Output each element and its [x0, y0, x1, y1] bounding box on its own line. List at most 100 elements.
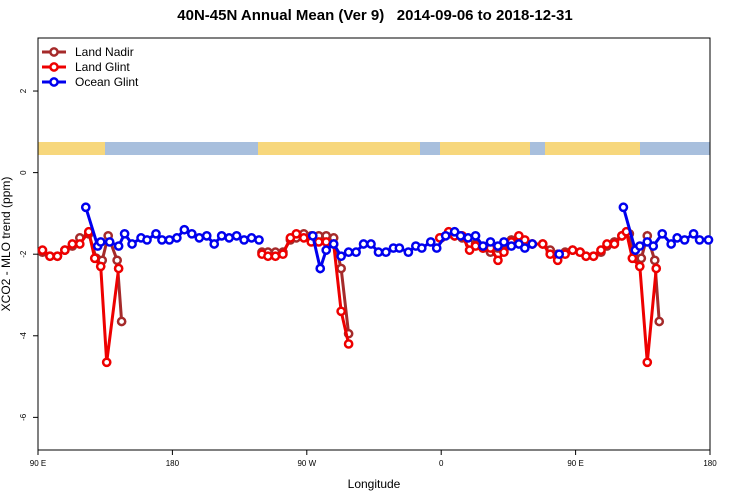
- data-point: [142, 235, 152, 245]
- data-point: [499, 237, 509, 247]
- data-point: [567, 245, 578, 255]
- data-point: [499, 247, 509, 258]
- data-point: [328, 239, 339, 249]
- data-point: [366, 239, 376, 249]
- land-band: [38, 142, 105, 155]
- data-point: [80, 202, 91, 213]
- data-point: [596, 245, 606, 255]
- data-point: [112, 255, 122, 266]
- data-point: [358, 239, 369, 249]
- data-point: [45, 251, 55, 262]
- x-tick-label: 0: [439, 459, 444, 468]
- data-point: [581, 251, 591, 262]
- data-point: [113, 263, 124, 274]
- data-point: [672, 233, 682, 243]
- data-point: [425, 237, 436, 247]
- legend-label: Land Nadir: [75, 45, 134, 59]
- data-point: [440, 230, 451, 241]
- land-mask-strip: [38, 142, 710, 155]
- data-point: [231, 230, 242, 241]
- data-point: [651, 263, 662, 274]
- data-point: [463, 233, 473, 243]
- data-point: [416, 243, 427, 253]
- data-point: [506, 241, 517, 251]
- data-point: [95, 237, 106, 247]
- data-point: [246, 233, 257, 243]
- data-point: [618, 202, 629, 213]
- data-point: [321, 237, 332, 247]
- land-band: [258, 142, 420, 155]
- data-point: [351, 247, 361, 258]
- data-point: [609, 239, 620, 249]
- data-point: [239, 235, 249, 245]
- x-tick-label: 90 E: [567, 459, 583, 468]
- y-axis-label: XCO2 - MLO trend (ppm): [0, 177, 13, 312]
- data-point: [179, 224, 190, 235]
- data-point: [688, 228, 699, 239]
- data-point: [116, 316, 127, 327]
- legend-label: Ocean Glint: [75, 75, 139, 89]
- data-point: [278, 249, 288, 260]
- data-point: [679, 235, 690, 245]
- y-tick-label: -2: [19, 250, 28, 258]
- data-point: [588, 251, 599, 262]
- land-band: [440, 142, 530, 155]
- data-point: [216, 230, 227, 241]
- data-point: [201, 230, 212, 241]
- chart-title: 40N-45N Annual Mean (Ver 9) 2014-09-06 t…: [177, 7, 572, 24]
- data-point: [307, 230, 318, 241]
- data-point: [209, 239, 220, 249]
- data-point: [654, 316, 665, 327]
- data-point: [172, 233, 182, 243]
- data-point: [52, 251, 63, 262]
- data-point: [627, 253, 638, 264]
- legend-label: Land Glint: [75, 60, 130, 74]
- data-point: [270, 251, 281, 262]
- data-point: [478, 241, 488, 251]
- data-point: [119, 228, 130, 239]
- x-tick-label: 90 W: [297, 459, 316, 468]
- data-point: [186, 228, 197, 239]
- data-point: [649, 255, 660, 266]
- x-axis-label: Longitude: [348, 477, 401, 491]
- data-point: [554, 249, 565, 260]
- data-point: [321, 245, 332, 255]
- x-tick-label: 180: [703, 459, 717, 468]
- data-point: [470, 241, 481, 251]
- data-point: [254, 235, 264, 245]
- data-point: [60, 245, 70, 255]
- legend-marker: [49, 47, 59, 57]
- data-point: [101, 357, 112, 368]
- data-point: [537, 239, 548, 249]
- data-point: [164, 235, 175, 245]
- x-tick-label: 90 E: [30, 459, 46, 468]
- data-point: [315, 263, 326, 274]
- data-point: [636, 253, 647, 264]
- x-tick-label: 180: [166, 459, 180, 468]
- data-point: [67, 239, 78, 249]
- data-point: [455, 230, 466, 241]
- data-point: [343, 247, 354, 258]
- data-point: [648, 241, 659, 251]
- data-point: [381, 247, 391, 258]
- data-point: [194, 233, 205, 243]
- land-band: [545, 142, 640, 155]
- data-point: [666, 239, 677, 249]
- legend-marker: [49, 62, 59, 72]
- data-point: [336, 306, 346, 317]
- legend-marker: [49, 77, 59, 87]
- y-tick-label: -6: [19, 413, 28, 421]
- data-point: [394, 243, 405, 253]
- data-point: [157, 235, 167, 245]
- data-point: [485, 237, 496, 247]
- y-tick-label: 2: [19, 88, 28, 93]
- data-point: [291, 228, 302, 239]
- y-tick-label: 0: [19, 170, 28, 175]
- y-tick-label: -4: [19, 332, 28, 340]
- data-point: [37, 245, 48, 255]
- data-point: [95, 261, 106, 272]
- data-point: [403, 247, 414, 258]
- data-point: [493, 255, 503, 266]
- data-point: [336, 263, 346, 274]
